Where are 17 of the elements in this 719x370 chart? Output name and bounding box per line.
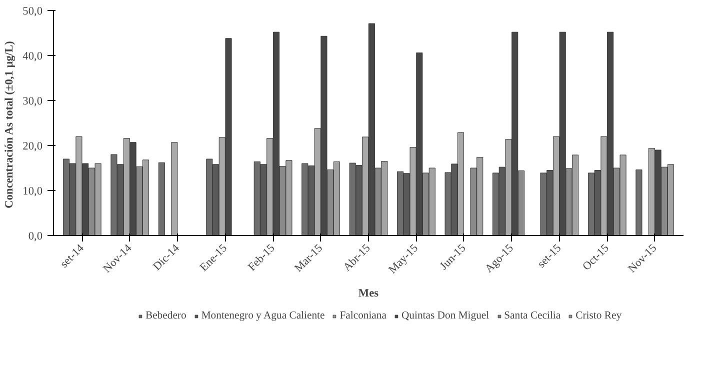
y-tick-label: 30,0 (22, 96, 43, 108)
y-tick-label: 0,0 (28, 230, 43, 242)
legend-label: Quintas Don Miguel (401, 310, 490, 322)
legend-label: Santa Cecilia (504, 310, 561, 322)
x-axis-title: Mes (358, 287, 380, 300)
legend-label: Montenegro y Agua Caliente (201, 310, 325, 322)
bar (636, 170, 642, 236)
legend-label: Cristo Rey (576, 310, 622, 322)
y-tick-label: 50,0 (22, 6, 43, 18)
y-axis-title: Concentración As total (±0,1 µg/L) (4, 40, 16, 208)
bar (171, 142, 178, 236)
y-tick-label: 40,0 (22, 50, 43, 62)
legend-label: Bebedero (145, 310, 186, 322)
bar (158, 162, 165, 236)
y-tick-label: 10,0 (22, 186, 43, 198)
legend-label: Falconiana (340, 310, 386, 322)
y-tick-label: 20,0 (22, 140, 43, 152)
